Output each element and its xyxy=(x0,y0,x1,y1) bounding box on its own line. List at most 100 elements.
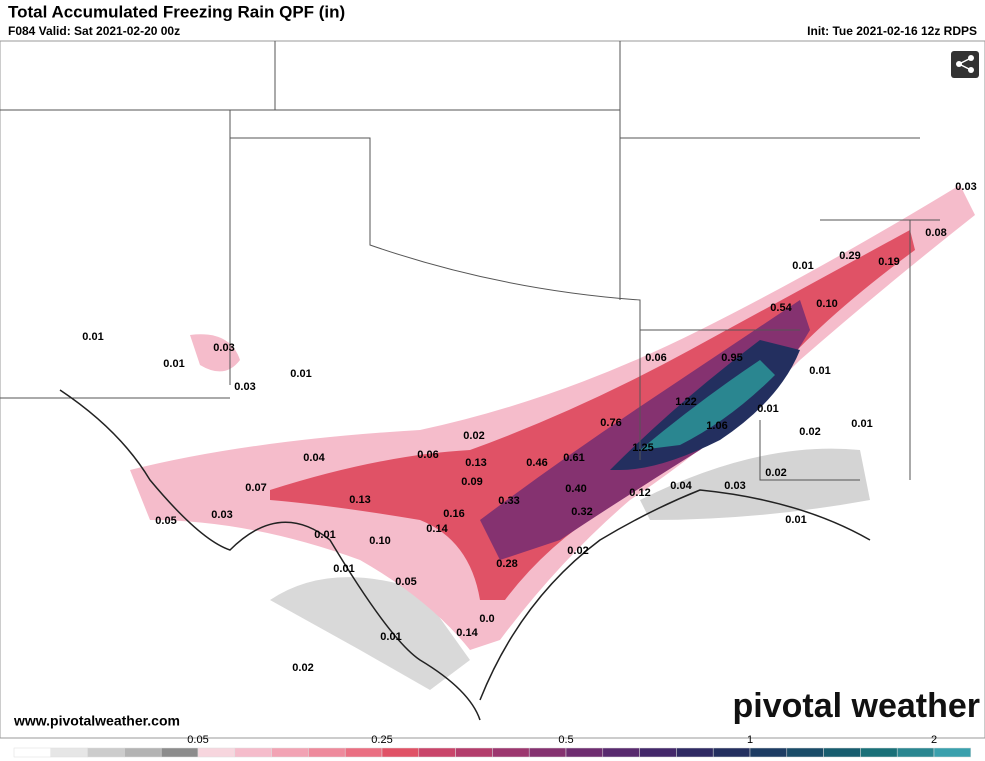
map-value-label: 0.95 xyxy=(721,352,742,364)
map-value-label: 0.01 xyxy=(809,365,830,377)
colorbar-swatch xyxy=(639,747,677,758)
share-lines xyxy=(958,57,972,71)
map-value-label: 0.12 xyxy=(629,487,650,499)
shade-pink xyxy=(190,334,240,372)
shade-gray xyxy=(640,448,870,520)
colorbar-swatch xyxy=(381,747,420,758)
map-value-label: 0.29 xyxy=(839,250,860,262)
title: Total Accumulated Freezing Rain QPF (in) xyxy=(8,2,345,21)
init-time: Init: Tue 2021-02-16 12z RDPS xyxy=(807,24,977,38)
map-value-label: 0.76 xyxy=(600,417,621,429)
colorbar-swatch xyxy=(749,747,788,758)
colorbar-swatch xyxy=(933,747,972,758)
map-value-label: 0.28 xyxy=(496,558,517,570)
map-value-label: 0.03 xyxy=(213,342,234,354)
colorbar-swatch xyxy=(455,747,493,758)
map-value-label: 0.40 xyxy=(565,483,586,495)
colorbar-swatch xyxy=(344,747,383,758)
colorbar-swatch xyxy=(565,747,604,758)
map-value-label: 0.01 xyxy=(785,514,806,526)
map-value-label: 0.03 xyxy=(211,509,232,521)
map-value-label: 0.33 xyxy=(498,495,519,507)
colorbar-swatch xyxy=(492,747,530,758)
colorbar-label: 0.25 xyxy=(371,734,392,746)
colorbar-label: 2 xyxy=(931,734,937,746)
colorbar-swatch xyxy=(87,747,125,758)
map-value-label: 1.25 xyxy=(632,442,653,454)
colorbar-swatch xyxy=(271,747,309,758)
map-value-label: 0.07 xyxy=(245,482,266,494)
map-value-label: 0.10 xyxy=(369,535,390,547)
colorbar-swatch xyxy=(308,747,346,758)
map-value-label: 0.01 xyxy=(82,331,103,343)
colorbar-label: 0.5 xyxy=(558,734,573,746)
state-borders xyxy=(0,41,940,721)
colorbar-swatch xyxy=(124,747,162,758)
colorbar: 0.05 0.25 0.5 1 2 xyxy=(13,734,972,758)
colorbar-swatch xyxy=(786,747,824,758)
map-value-label: 0.01 xyxy=(792,260,813,272)
share-icon-bg[interactable] xyxy=(951,51,979,78)
map-value-label: 0.19 xyxy=(878,256,899,268)
map-value-label: 0.02 xyxy=(799,426,820,438)
map-value-label: 0.02 xyxy=(292,662,313,674)
map-value-label: 0.01 xyxy=(290,368,311,380)
map-value-label: 0.13 xyxy=(349,494,370,506)
colorbar-swatch xyxy=(50,747,88,758)
map-value-label: 0.06 xyxy=(645,352,666,364)
colorbar-label: 0.05 xyxy=(187,734,208,746)
map-labels: 0.01 0.01 0.03 0.03 0.01 0.04 0.06 0.02 0.13 0.09… xyxy=(82,181,976,674)
map-value-label: 1.22 xyxy=(675,396,696,408)
colorbar-swatch xyxy=(712,747,751,758)
map-value-label: 1.06 xyxy=(706,420,727,432)
map-value-label: 0.09 xyxy=(461,476,482,488)
colorbar-swatch xyxy=(860,747,898,758)
shade-purple xyxy=(480,300,810,560)
map-value-label: 0.05 xyxy=(155,515,176,527)
map-value-label: 0.14 xyxy=(426,523,448,535)
colorbar-swatch xyxy=(823,747,861,758)
shade-gray xyxy=(270,577,470,690)
map-value-label: 0.01 xyxy=(380,631,401,643)
colorbar-swatch xyxy=(676,747,714,758)
map-value-label: 0.32 xyxy=(571,506,592,518)
logo: pivotal weather xyxy=(732,687,980,725)
map-area: 0.01 0.01 0.03 0.03 0.01 0.04 0.06 0.02 0.13 0.09… xyxy=(0,40,985,739)
map-value-label: 0.01 xyxy=(163,358,184,370)
colorbar-swatch xyxy=(160,747,199,758)
shade-red xyxy=(270,230,915,600)
colorbar-swatch xyxy=(197,747,236,758)
map-value-label: 0.14 xyxy=(456,627,478,639)
map-value-label: 0.13 xyxy=(465,457,486,469)
map-value-label: 0.02 xyxy=(765,467,786,479)
colorbar-swatch xyxy=(234,747,272,758)
map-value-label: 0.01 xyxy=(333,563,354,575)
colorbar-swatch xyxy=(418,747,456,758)
site-url: www.pivotalweather.com xyxy=(13,713,180,729)
valid-time: F084 Valid: Sat 2021-02-20 00z xyxy=(8,24,180,38)
map-value-label: 0.03 xyxy=(955,181,976,193)
map-value-label: 0.01 xyxy=(757,403,778,415)
map-value-label: 0.03 xyxy=(234,381,255,393)
map-value-label: 0.10 xyxy=(816,298,837,310)
map-value-label: 0.01 xyxy=(314,529,335,541)
map-value-label: 0.46 xyxy=(526,457,547,469)
share-button[interactable] xyxy=(951,51,979,78)
map-value-label: 0.01 xyxy=(851,418,872,430)
shade-teal xyxy=(640,360,775,450)
colorbar-swatch xyxy=(528,747,567,758)
colorbar-swatch xyxy=(602,747,640,758)
map-value-label: 0.61 xyxy=(563,452,584,464)
colorbar-swatch xyxy=(13,747,52,758)
map-value-label: 0.08 xyxy=(925,227,946,239)
colorbar-label: 1 xyxy=(747,734,753,746)
map-value-label: 0.03 xyxy=(724,480,745,492)
map-value-label: 0.02 xyxy=(463,430,484,442)
map-value-label: 0.02 xyxy=(567,545,588,557)
map-value-label: 0.16 xyxy=(443,508,464,520)
map-value-label: 0.54 xyxy=(770,302,792,314)
map-value-label: 0.04 xyxy=(303,452,325,464)
map-value-label: 0.0 xyxy=(479,613,494,625)
